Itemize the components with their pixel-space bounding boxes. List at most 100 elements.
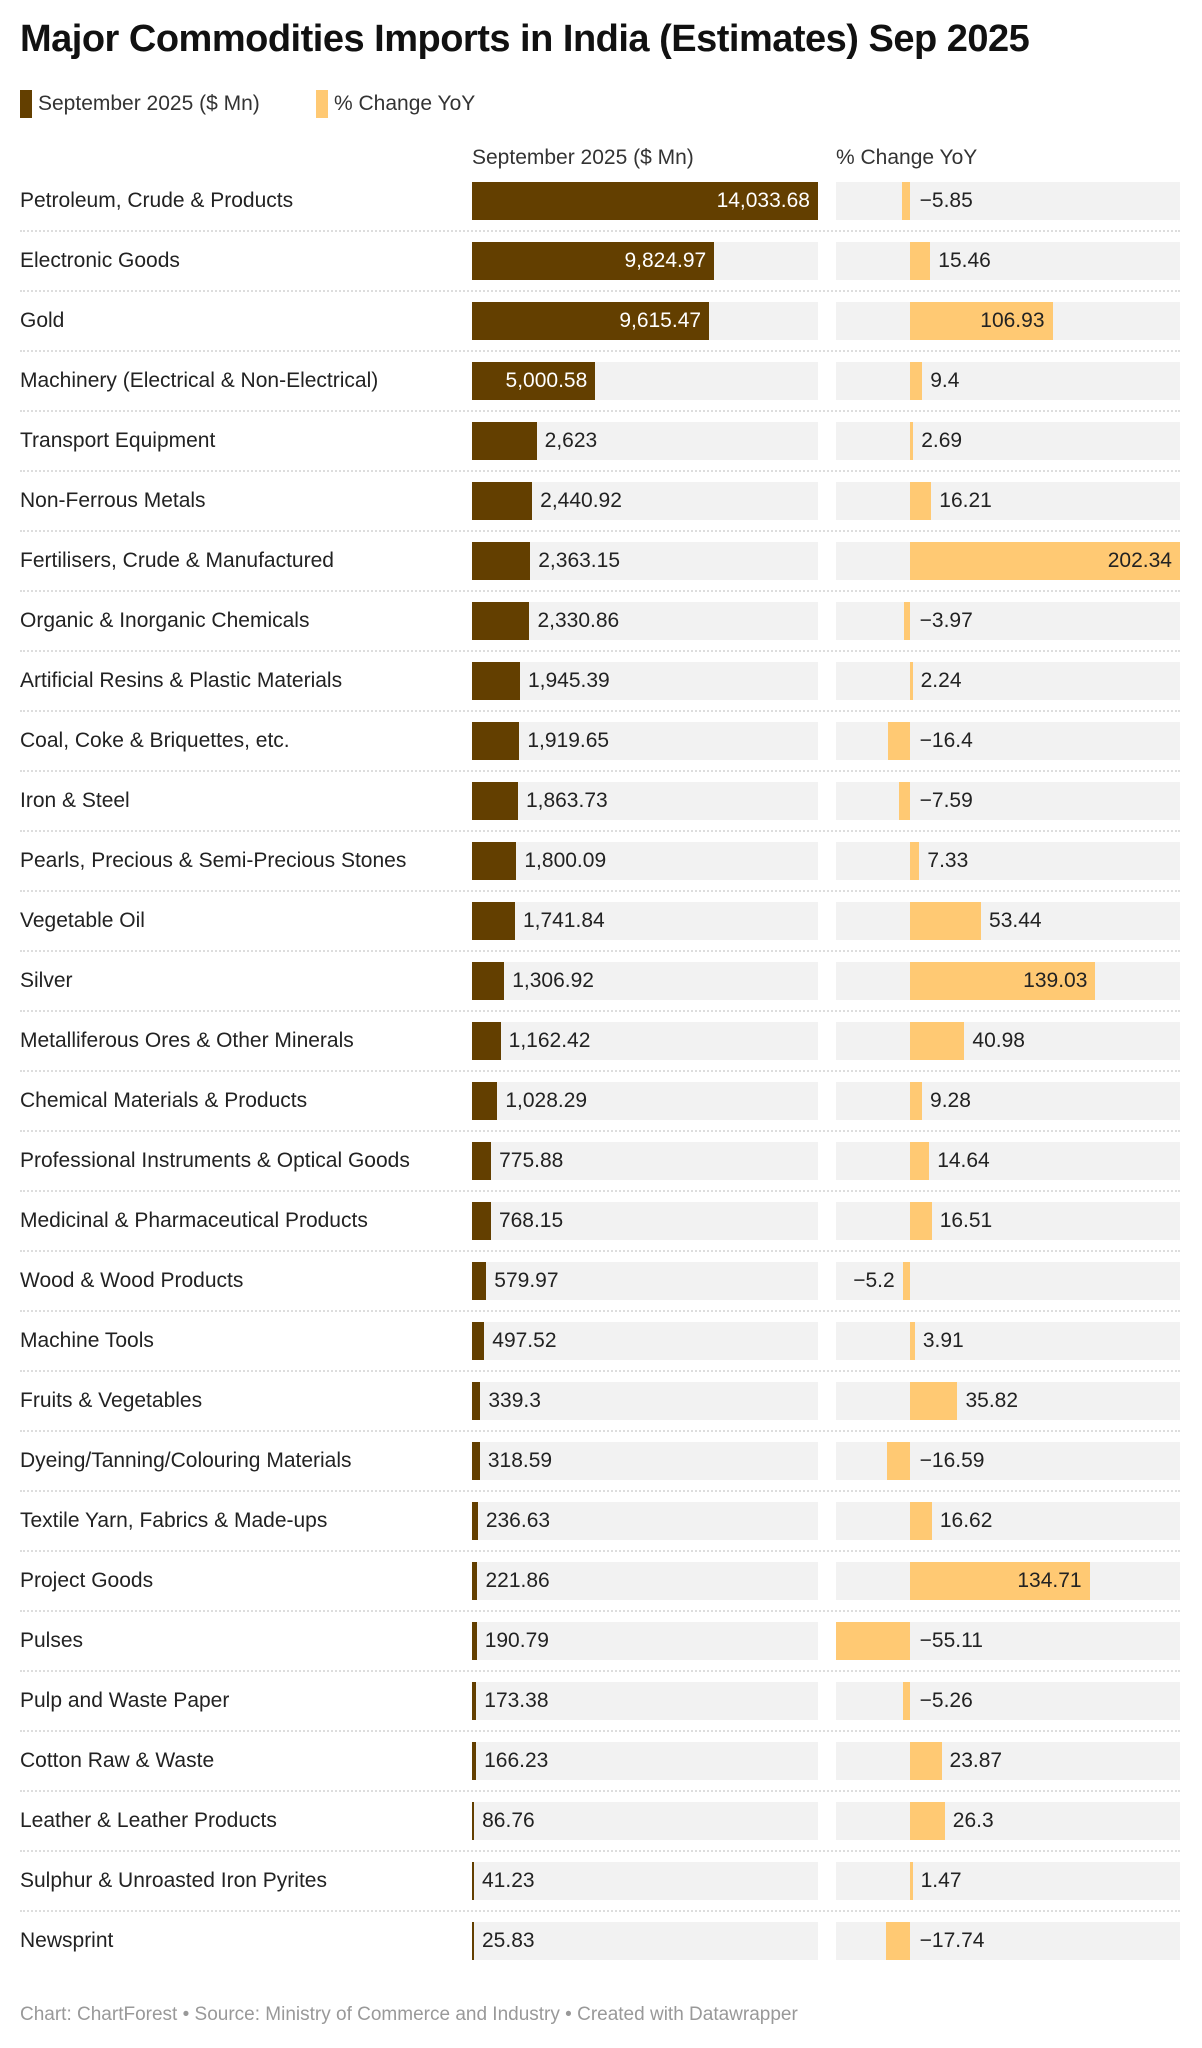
change-label: 134.71 (1017, 1569, 1082, 1592)
change-bar (909, 1022, 965, 1060)
row-label: Electronic Goods (20, 249, 180, 272)
row-divider (20, 590, 1180, 592)
row-label: Coal, Coke & Briquettes, etc. (20, 729, 290, 752)
column-header-change: % Change YoY (836, 146, 978, 169)
row-label: Pulses (20, 1629, 84, 1652)
row-divider (20, 1490, 1180, 1492)
row-label: Medicinal & Pharmaceutical Products (20, 1209, 368, 1232)
value-bar (472, 482, 533, 520)
change-label: 16.51 (939, 1209, 993, 1232)
change-bar (909, 1742, 942, 1780)
legend-label-value: September 2025 ($ Mn) (38, 92, 260, 115)
value-bar-background (472, 1862, 818, 1900)
chart-title: Major Commodities Imports in India (Esti… (20, 18, 1030, 60)
change-bar (909, 902, 982, 940)
table-row: Non-Ferrous Metals 2,440.92 16.21 (0, 482, 1202, 542)
value-bar-background (472, 782, 818, 820)
value-bar (472, 1202, 491, 1240)
change-bar-background (836, 1802, 1180, 1840)
table-row: Silver 1,306.92 139.03 (0, 962, 1202, 1022)
change-label: 40.98 (972, 1029, 1025, 1052)
table-row: Cotton Raw & Waste 166.23 23.87 (0, 1742, 1202, 1802)
row-divider (20, 290, 1180, 292)
table-row: Medicinal & Pharmaceutical Products 768.1… (0, 1202, 1202, 1262)
row-label: Metalliferous Ores & Other Minerals (20, 1029, 354, 1052)
row-divider (20, 650, 1180, 652)
row-divider (20, 470, 1180, 472)
value-bar (472, 1382, 481, 1420)
change-label: −5.26 (919, 1689, 973, 1712)
row-label: Gold (20, 309, 65, 332)
value-bar (472, 1082, 498, 1120)
change-bar-background (836, 362, 1180, 400)
change-bar (909, 542, 1180, 580)
change-bar-background (836, 182, 1180, 220)
table-row: Dyeing/Tanning/Colouring Materials 318.59… (0, 1442, 1202, 1502)
change-label: −7.59 (919, 789, 973, 812)
value-bar (472, 1322, 485, 1360)
value-bar-background (472, 1202, 818, 1240)
change-label: 16.62 (939, 1509, 993, 1532)
table-row: Leather & Leather Products 86.76 26.3 (0, 1802, 1202, 1862)
row-divider (20, 890, 1180, 892)
row-divider (20, 1250, 1180, 1252)
row-label: Dyeing/Tanning/Colouring Materials (20, 1449, 352, 1472)
value-bar (472, 1802, 475, 1840)
value-bar (472, 782, 518, 820)
value-label: 1,863.73 (525, 789, 608, 812)
value-label: 1,919.65 (527, 729, 610, 752)
row-divider (20, 1010, 1180, 1012)
value-label: 318.59 (487, 1449, 553, 1472)
change-bar-background (836, 1082, 1180, 1120)
row-divider (20, 1370, 1180, 1372)
value-label: 86.76 (482, 1809, 535, 1832)
change-bar-background (836, 842, 1180, 880)
table-row: Vegetable Oil 1,741.84 53.44 (0, 902, 1202, 962)
value-bar-background (472, 1502, 818, 1540)
row-label: Vegetable Oil (20, 909, 145, 932)
value-bar (472, 542, 531, 580)
value-bar-background (472, 662, 818, 700)
change-bar (885, 1922, 910, 1960)
change-bar-background (836, 482, 1180, 520)
value-label: 579.97 (494, 1269, 559, 1292)
value-label: 2,330.86 (537, 609, 620, 632)
change-bar (909, 662, 913, 700)
value-bar-background (472, 962, 818, 1000)
value-bar (472, 602, 530, 640)
row-label: Petroleum, Crude & Products (20, 189, 294, 212)
change-label: 9.4 (930, 369, 960, 392)
change-label: 53.44 (989, 909, 1042, 932)
change-label: −5.2 (853, 1269, 895, 1292)
change-bar (909, 1802, 945, 1840)
legend-swatch-value (20, 90, 32, 118)
change-bar-background (836, 1682, 1180, 1720)
row-label: Textile Yarn, Fabrics & Made-ups (20, 1509, 328, 1532)
change-label: −5.85 (919, 189, 973, 212)
value-label: 339.3 (488, 1389, 541, 1412)
change-bar-background (836, 902, 1180, 940)
row-label: Project Goods (20, 1569, 154, 1592)
row-divider (20, 350, 1180, 352)
row-label: Fertilisers, Crude & Manufactured (20, 549, 334, 572)
value-bar (472, 1442, 480, 1480)
table-row: Pulp and Waste Paper 173.38 −5.26 (0, 1682, 1202, 1742)
row-divider (20, 1550, 1180, 1552)
change-bar (909, 1382, 958, 1420)
row-label: Newsprint (20, 1929, 114, 1952)
change-label: 14.64 (937, 1149, 990, 1172)
change-label: 106.93 (980, 309, 1045, 332)
row-label: Organic & Inorganic Chemicals (20, 609, 310, 632)
row-label: Machinery (Electrical & Non-Electrical) (20, 369, 379, 392)
table-row: Professional Instruments & Optical Goods… (0, 1142, 1202, 1202)
legend-label-change: % Change YoY (334, 92, 476, 115)
value-bar-background (472, 1142, 818, 1180)
row-label: Wood & Wood Products (20, 1269, 244, 1292)
table-row: Coal, Coke & Briquettes, etc. 1,919.65 −16… (0, 722, 1202, 782)
row-divider (20, 230, 1180, 232)
row-divider (20, 710, 1180, 712)
table-row: Metalliferous Ores & Other Minerals 1,162… (0, 1022, 1202, 1082)
value-label: 1,741.84 (522, 909, 605, 932)
value-bar-background (472, 902, 818, 940)
table-row: Pearls, Precious & Semi-Precious Stones 1… (0, 842, 1202, 902)
